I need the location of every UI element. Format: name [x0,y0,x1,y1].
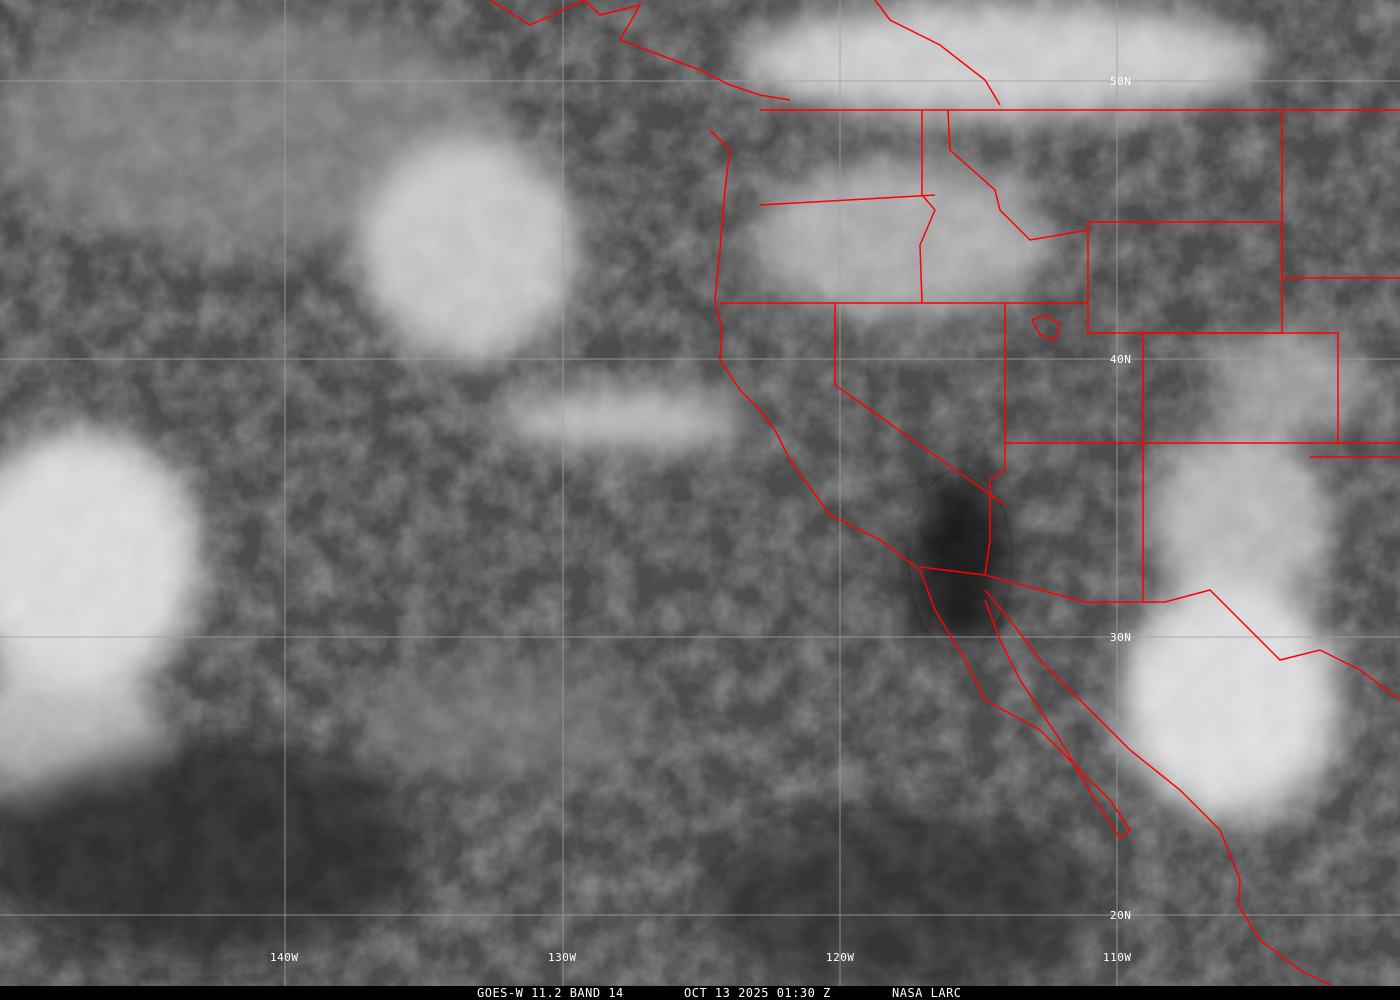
lat-label-20n: 20N [1110,909,1132,922]
colorado-border [1143,332,1339,443]
wa-or-border [759,194,936,206]
nv-east-border [984,303,1006,576]
coastline-bc [489,0,791,101]
lat-label-40n: 40N [1110,353,1132,366]
lon-label-110w: 110W [1103,951,1132,964]
canada-provinces [874,0,1001,106]
lat-label-30n: 30N [1110,631,1132,644]
idaho-montana-border [947,109,1089,241]
lon-label-120w: 120W [826,951,855,964]
montana-east-border [1281,110,1400,279]
coastline-west [709,129,1132,840]
caption-source: NASA LARC [892,986,962,1000]
coastline-mainland-mexico [984,589,1341,991]
lat-label-50n: 50N [1110,75,1132,88]
political-boundaries [489,0,1400,991]
us-mexico-border [919,566,1400,701]
ca-nv-border [834,303,1006,506]
great-salt-lake [1031,314,1061,341]
lon-label-130w: 130W [548,951,577,964]
caption-bar: GOES-W 11.2 BAND 14 OCT 13 2025 01:30 Z … [0,986,1400,1000]
idaho-west-border [919,110,936,304]
caption-product: GOES-W 11.2 BAND 14 [477,986,624,1000]
caption-datetime: OCT 13 2025 01:30 Z [684,986,831,1000]
lon-label-140w: 140W [270,951,299,964]
